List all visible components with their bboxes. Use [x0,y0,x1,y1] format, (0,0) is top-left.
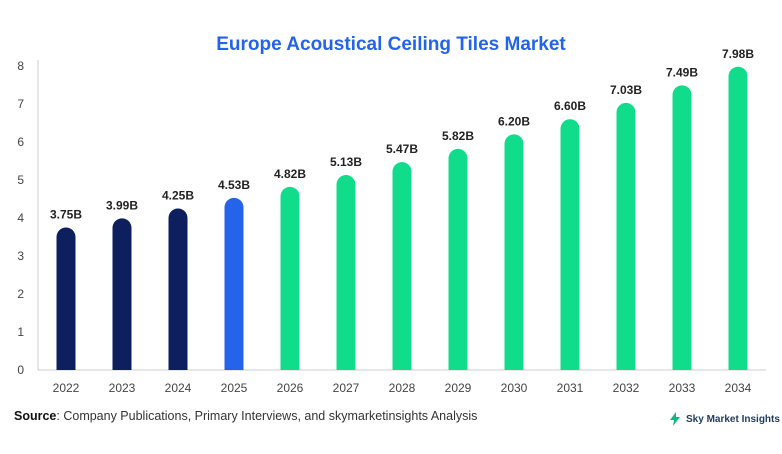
source-label: Source [14,409,57,423]
bar-value-label: 6.20B [498,114,530,128]
x-tick-label: 2026 [277,381,304,395]
y-tick-label: 3 [17,249,24,263]
x-tick-label: 2029 [445,381,472,395]
bar [672,85,692,370]
y-tick-label: 0 [17,363,24,377]
source-note: Source: Company Publications, Primary In… [14,409,477,423]
x-tick-label: 2030 [501,381,528,395]
y-tick-label: 6 [17,135,24,149]
bar-value-label: 6.60B [554,99,586,113]
bar-value-label: 5.13B [330,155,362,169]
bar-value-label: 5.47B [386,142,418,156]
x-tick-label: 2022 [53,381,80,395]
y-tick-label: 1 [17,325,24,339]
bar-value-label: 4.25B [162,189,194,203]
y-tick-label: 5 [17,173,24,187]
bar-value-label: 4.82B [274,167,306,181]
bar [504,134,524,370]
x-tick-label: 2033 [669,381,696,395]
brand-logo: Sky Market Insights [668,412,780,426]
bar-value-label: 5.82B [442,129,474,143]
x-tick-label: 2023 [109,381,136,395]
bar-chart: 0 1 2 3 4 5 6 7 8 3.75B 2022 3.99B 2023 4.25B 2024 4.53… [17,47,766,395]
bar-value-label: 3.99B [106,198,138,212]
y-tick-label: 2 [17,287,24,301]
bar-value-label: 7.98B [722,47,754,61]
x-tick-label: 2032 [613,381,640,395]
x-tick-label: 2025 [221,381,248,395]
bar [168,208,188,370]
y-tick-label: 7 [17,97,24,111]
x-tick-label: 2028 [389,381,416,395]
bar [448,148,468,370]
bar-value-label: 7.49B [666,65,698,79]
bar-value-label: 7.03B [610,83,642,97]
bar [392,162,412,370]
bar [560,119,580,370]
chart-title: Europe Acoustical Ceiling Tiles Market [216,34,566,55]
bar [56,227,76,370]
source-text: : Company Publications, Primary Intervie… [56,409,478,423]
brand-name: Sky Market Insights [686,413,780,425]
bar-value-label: 4.53B [218,178,250,192]
bar [112,218,132,370]
bar-value-label: 3.75B [50,208,82,222]
y-tick-label: 4 [17,211,24,225]
y-tick-label: 8 [17,59,24,73]
bar [280,186,300,370]
x-tick-label: 2034 [725,381,752,395]
brand-bolt-icon [670,412,680,426]
x-tick-label: 2031 [557,381,584,395]
bar [336,175,356,370]
x-tick-label: 2024 [165,381,192,395]
bar [224,197,244,370]
bar [728,66,748,370]
bar [616,102,636,371]
x-tick-label: 2027 [333,381,360,395]
